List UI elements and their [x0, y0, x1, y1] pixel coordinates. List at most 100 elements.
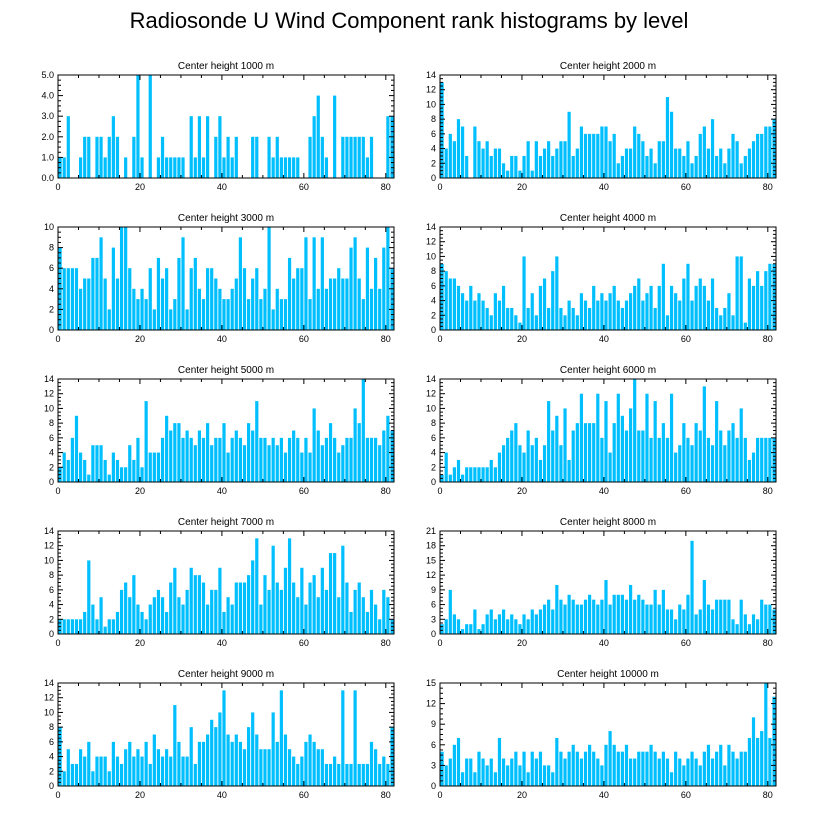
histogram-bar — [132, 288, 136, 330]
histogram-bar — [165, 157, 169, 178]
histogram-bar — [628, 408, 633, 482]
histogram-bar — [616, 594, 620, 634]
histogram-bar — [731, 133, 735, 178]
histogram-bar — [674, 452, 678, 482]
histogram-bar — [653, 401, 657, 482]
histogram-bar — [165, 268, 169, 330]
histogram-bar — [657, 758, 661, 786]
histogram-bar — [62, 452, 66, 482]
histogram-bar — [694, 614, 698, 634]
histogram-bar — [563, 408, 567, 482]
histogram-bar — [579, 604, 584, 634]
x-tick-label: 80 — [381, 790, 391, 800]
y-tick-label: 10 — [426, 99, 436, 109]
histogram-bar — [275, 288, 279, 330]
histogram-bar — [287, 749, 292, 786]
x-tick-label: 40 — [217, 790, 227, 800]
histogram-bar — [111, 619, 115, 634]
histogram-bar — [497, 300, 502, 330]
histogram-bar — [497, 452, 502, 482]
x-tick-label: 60 — [681, 790, 691, 800]
histogram-bar — [534, 758, 538, 786]
histogram-bar — [226, 597, 230, 634]
histogram-bar — [128, 268, 132, 330]
histogram-bar — [136, 749, 140, 786]
histogram-bar — [185, 430, 189, 482]
y-tick-label: 6 — [49, 585, 54, 595]
histogram-bar — [218, 288, 222, 330]
panel-title: Center height 8000 m — [560, 517, 656, 528]
histogram-bar — [444, 765, 448, 786]
histogram-bar — [686, 141, 690, 178]
histogram-bar — [473, 126, 477, 178]
histogram-bar — [612, 285, 616, 330]
x-tick-label: 20 — [135, 486, 145, 496]
histogram-bar — [571, 155, 575, 178]
histogram-bar — [66, 749, 70, 786]
histogram-bar — [349, 136, 353, 178]
histogram-bar — [144, 741, 148, 786]
y-tick-label: 4 — [431, 448, 436, 458]
histogram-bar — [160, 437, 165, 482]
x-tick-label: 80 — [763, 486, 773, 496]
histogram-bar — [292, 278, 296, 330]
histogram-bar — [669, 285, 674, 330]
histogram-bar — [669, 609, 674, 634]
histogram-bar — [357, 763, 361, 786]
x-tick-label: 40 — [217, 486, 227, 496]
histogram-bar — [193, 445, 197, 482]
histogram-bar — [575, 751, 579, 786]
histogram-bar — [526, 772, 530, 786]
y-tick-label: 14 — [426, 70, 436, 80]
histogram-bar — [111, 247, 115, 330]
histogram-bar — [542, 765, 547, 786]
histogram-bar — [649, 148, 653, 178]
histogram-bar — [686, 437, 690, 482]
histogram-bar — [136, 299, 140, 330]
histogram-bar — [661, 423, 665, 482]
histogram-bar — [567, 459, 571, 482]
y-tick-label: 12 — [426, 237, 436, 247]
y-tick-label: 0 — [431, 325, 436, 335]
histogram-bar — [510, 430, 514, 482]
histogram-bar — [62, 619, 66, 634]
histogram-bar — [518, 445, 522, 482]
histogram-bar — [119, 589, 124, 634]
histogram-bar — [255, 136, 259, 178]
y-tick-label: 18 — [426, 541, 436, 551]
y-tick-label: 12 — [426, 699, 436, 709]
histogram-bar — [657, 604, 661, 634]
histogram-bar — [715, 307, 719, 330]
histogram-bar — [312, 575, 316, 634]
histogram-bar — [263, 437, 267, 482]
histogram-bar — [128, 597, 132, 634]
histogram-bar — [743, 614, 747, 634]
histogram-bar — [678, 445, 682, 482]
y-tick-label: 8 — [431, 266, 436, 276]
histogram-bar — [506, 437, 510, 482]
histogram-bar — [246, 299, 251, 330]
histogram-bar — [596, 604, 600, 634]
histogram-bar — [669, 772, 674, 786]
histogram-bar — [357, 278, 361, 330]
histogram-bar — [275, 136, 279, 178]
histogram-bar — [238, 237, 242, 330]
histogram-bar — [99, 445, 103, 482]
histogram-bar — [173, 423, 177, 482]
histogram-bar — [547, 141, 551, 178]
histogram-bar — [682, 155, 686, 178]
histogram-bar — [764, 126, 768, 178]
histogram-bar — [378, 619, 382, 634]
histogram-bar — [534, 614, 538, 634]
histogram-bar — [324, 763, 329, 786]
y-tick-label: 6 — [431, 740, 436, 750]
y-tick-label: 9 — [431, 719, 436, 729]
histogram-bar — [510, 307, 514, 330]
histogram-bar — [674, 293, 678, 330]
histogram-bar — [111, 741, 115, 786]
histogram-bar — [361, 136, 365, 178]
histogram-bar — [465, 624, 469, 634]
histogram-bar — [641, 430, 645, 482]
histogram-bar — [292, 756, 296, 786]
y-tick-label: 6 — [431, 281, 436, 291]
